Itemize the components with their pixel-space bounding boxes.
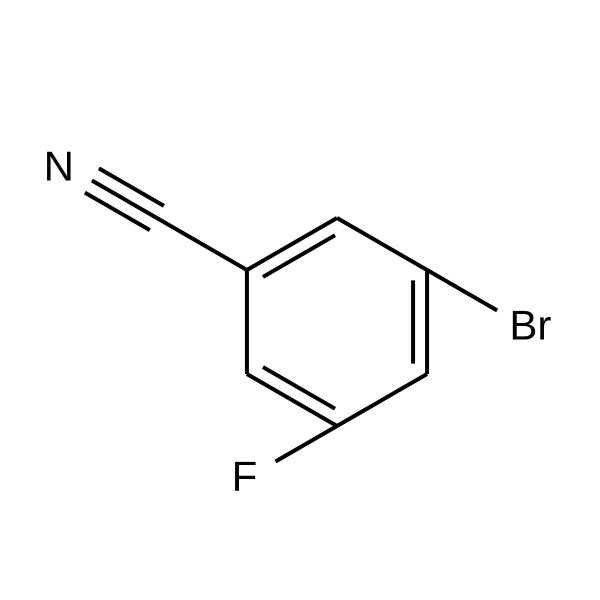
triple-bond	[99, 168, 164, 206]
triple-bond	[92, 181, 157, 219]
ring-bond	[337, 218, 427, 270]
atom-F: F	[232, 453, 258, 500]
atom-Br: Br	[509, 302, 551, 349]
bond	[427, 270, 497, 311]
bond	[276, 426, 337, 462]
triple-bond	[85, 193, 150, 231]
ring-bond	[337, 374, 427, 426]
bond	[157, 218, 247, 270]
atom-N: N	[44, 143, 74, 190]
molecule-diagram: Br F N	[0, 0, 600, 600]
